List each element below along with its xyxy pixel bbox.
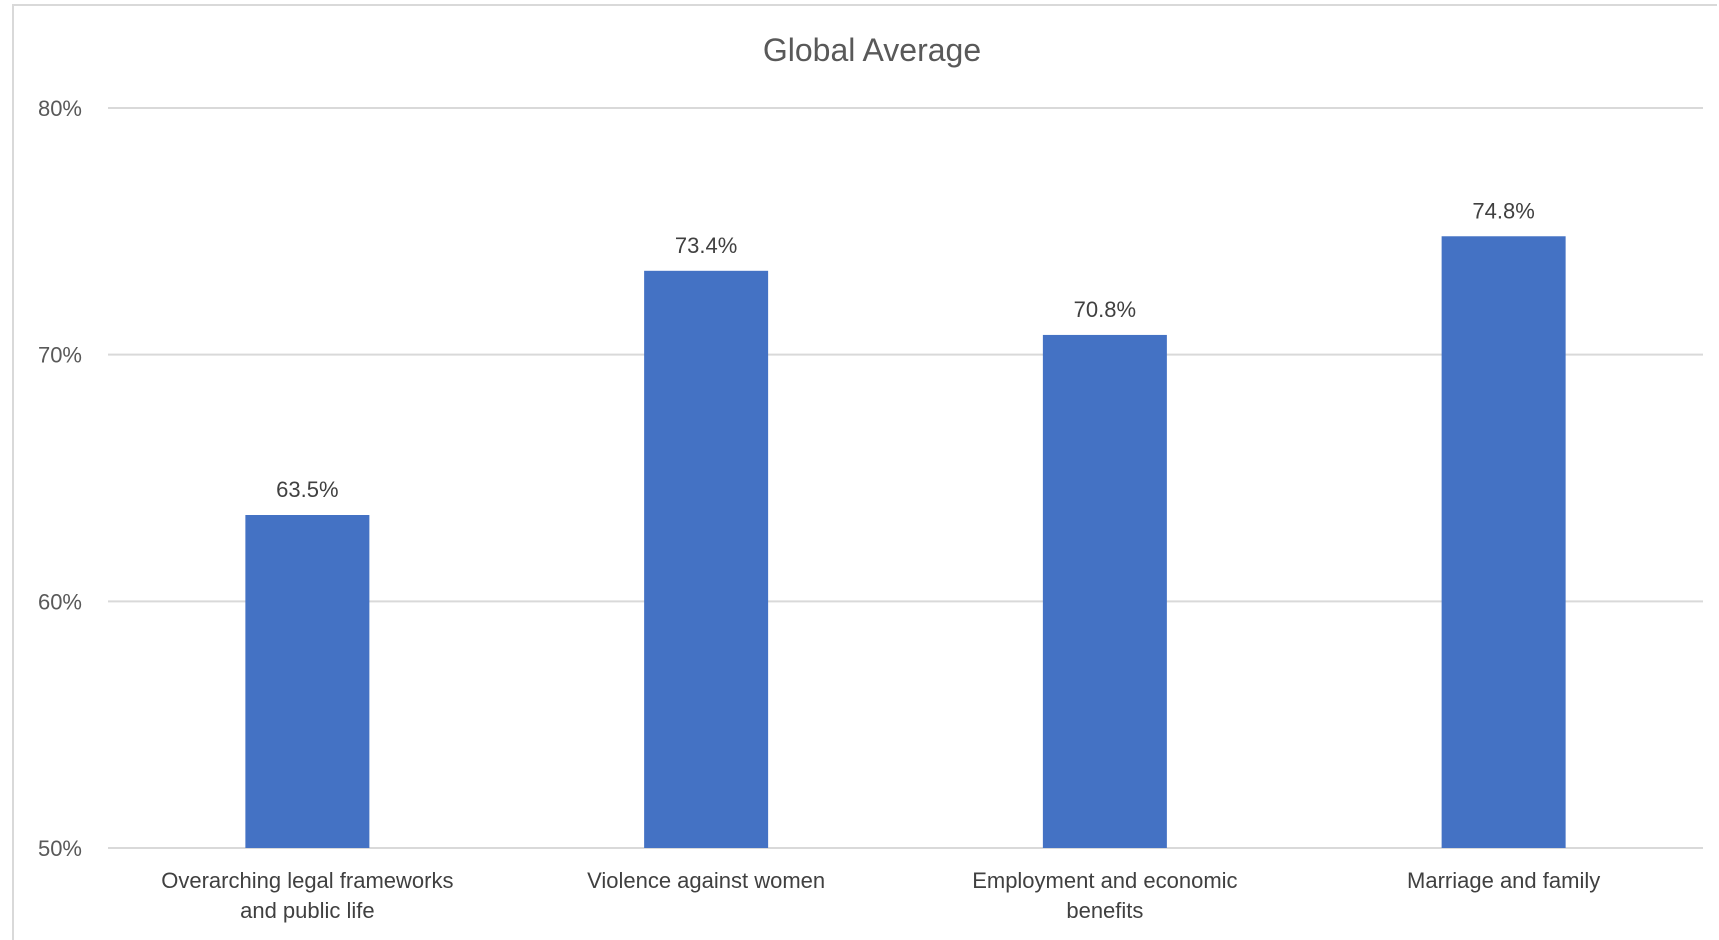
bar: [1042, 334, 1167, 848]
gridlines: [108, 107, 1703, 849]
data-label: 70.8%: [1074, 297, 1136, 322]
category-label: and public life: [240, 898, 375, 923]
category-label: Violence against women: [587, 868, 825, 893]
bar: [1441, 236, 1566, 848]
x-axis-categories: Overarching legal frameworks and public l…: [161, 868, 1600, 923]
category-label: Overarching legal frameworks: [161, 868, 453, 893]
data-labels: 63.5% 73.4% 70.8% 74.8%: [276, 198, 1535, 502]
y-tick-label: 80%: [38, 96, 82, 121]
bar: [644, 270, 769, 848]
data-label: 74.8%: [1472, 198, 1534, 223]
bar: [245, 515, 370, 848]
y-tick-label: 70%: [38, 343, 82, 368]
y-tick-label: 60%: [38, 589, 82, 614]
y-axis-ticks: 80% 70% 60% 50%: [38, 96, 82, 861]
category-label: benefits: [1066, 898, 1143, 923]
category-label: Employment and economic: [972, 868, 1237, 893]
y-tick-label: 50%: [38, 836, 82, 861]
chart-title: Global Average: [763, 32, 981, 68]
data-label: 73.4%: [675, 233, 737, 258]
category-label: Marriage and family: [1407, 868, 1600, 893]
bars: [245, 236, 1566, 848]
data-label: 63.5%: [276, 477, 338, 502]
